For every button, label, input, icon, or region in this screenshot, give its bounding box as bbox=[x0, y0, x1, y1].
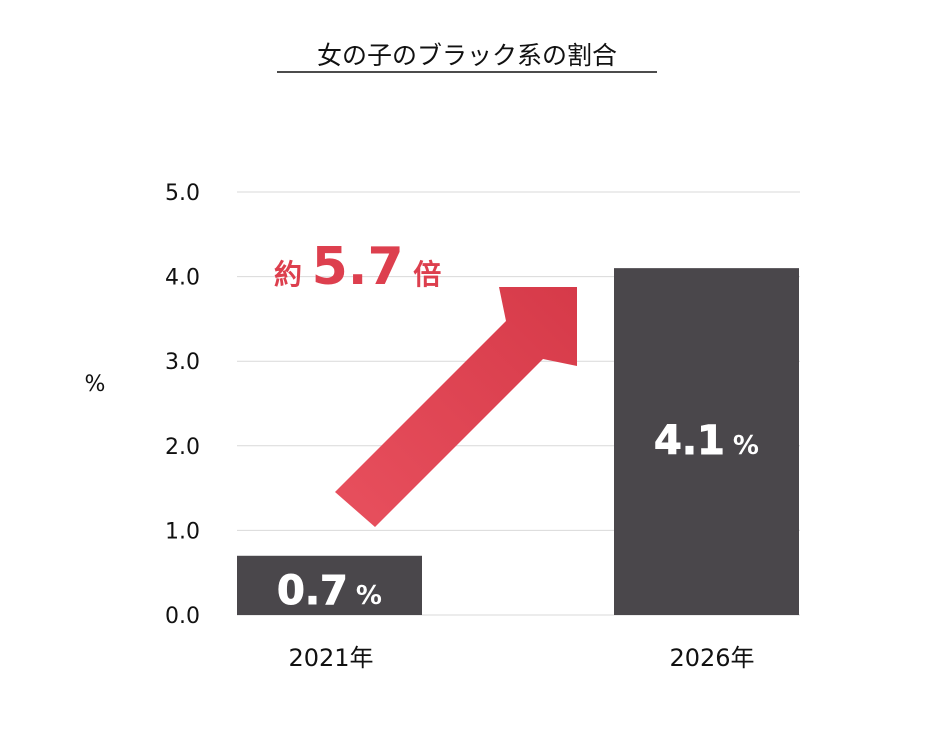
bar bbox=[237, 555, 422, 615]
y-tick-label: 1.0 bbox=[165, 519, 200, 544]
data-label: 4.1% bbox=[654, 418, 759, 464]
data-label-unit: % bbox=[733, 431, 759, 461]
data-label-value: 0.7 bbox=[277, 568, 348, 614]
data-labels: 0.7 %4.1% bbox=[277, 418, 759, 615]
multiplier-value: 5.7 bbox=[312, 237, 404, 297]
data-label: 0.7% bbox=[277, 568, 382, 614]
data-label-unit: % bbox=[356, 581, 382, 611]
growth-arrow bbox=[335, 287, 577, 527]
x-category-label: 2021年 bbox=[288, 644, 373, 672]
x-category-label: 2026年 bbox=[669, 644, 754, 672]
y-tick-label: 2.0 bbox=[165, 435, 200, 460]
y-axis-ticks: 0.0 1.0 2.0 3.0 4.0 5.0 bbox=[165, 181, 200, 629]
chart-title: 女の子のブラック系の割合 bbox=[317, 41, 617, 70]
y-axis-label: % bbox=[85, 372, 106, 397]
data-label-value: 4.1 bbox=[654, 418, 725, 464]
y-tick-label: 0.0 bbox=[165, 604, 200, 629]
y-tick-label: 3.0 bbox=[165, 350, 200, 375]
y-tick-label: 4.0 bbox=[165, 266, 200, 291]
x-axis-categories: 2021年 2026年 bbox=[288, 644, 754, 672]
multiplier-suffix: 倍 bbox=[413, 258, 441, 291]
multiplier-prefix: 約 bbox=[274, 258, 302, 291]
bars bbox=[237, 268, 799, 615]
multiplier-annotation: 約 5.7 倍 bbox=[274, 237, 441, 297]
y-tick-label: 5.0 bbox=[165, 181, 200, 206]
bar bbox=[614, 268, 799, 615]
